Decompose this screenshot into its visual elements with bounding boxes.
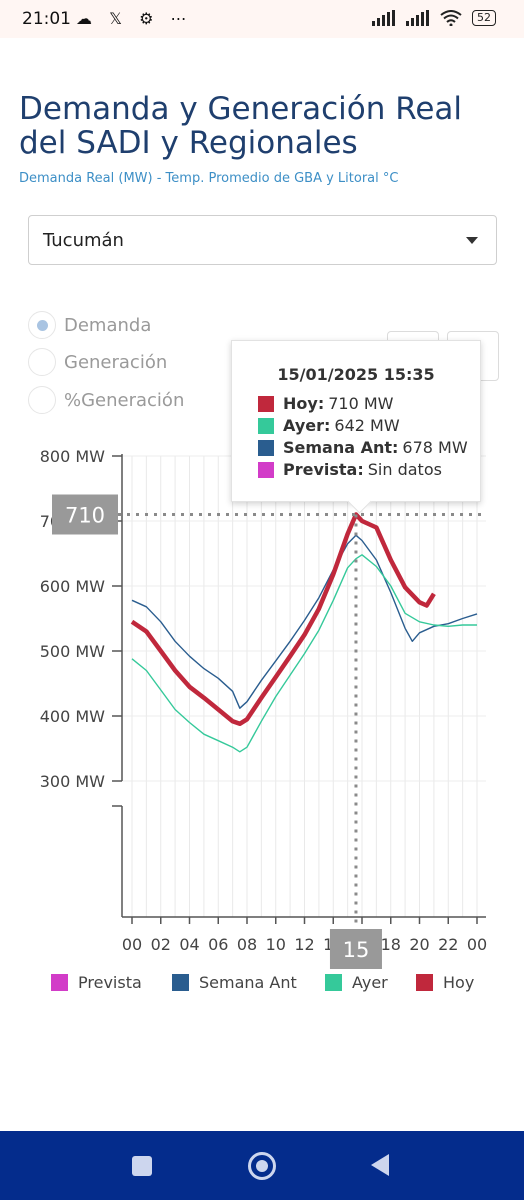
tooltip-swatch-semana-ant (258, 439, 274, 456)
legend-swatch-prevista (51, 974, 68, 991)
x-tick-label: 22 (438, 935, 458, 954)
y-tick-label: 400 MW (40, 707, 105, 726)
region-select[interactable]: Tucumán (28, 215, 497, 265)
legend-item-semana-ant[interactable]: Semana Ant (172, 973, 297, 992)
signal-icon-2 (406, 10, 429, 26)
radio-label-demanda: Demanda (64, 314, 152, 336)
radio-circle-generacion[interactable] (28, 348, 56, 376)
tooltip-swatch-hoy (258, 395, 274, 412)
series-line-semana-ant (131, 534, 478, 709)
tooltip-value-semana-ant: 678 MW (402, 438, 468, 457)
crosshair-x-label-box (329, 929, 382, 969)
legend-label-semana-ant: Semana Ant (199, 973, 297, 992)
tooltip-swatch-prevista (258, 461, 274, 478)
tooltip-swatch-ayer (258, 417, 274, 434)
radio-demanda[interactable]: Demanda (28, 311, 151, 339)
tooltip-value-ayer: 642 MW (334, 416, 400, 435)
tooltip-title: 15/01/2025 15:35 (277, 365, 435, 384)
y-tick-label: 300 MW (40, 772, 105, 791)
back-icon[interactable] (371, 1154, 389, 1176)
battery-icon: 52 (472, 10, 496, 26)
x-tick-label: 18 (381, 935, 401, 954)
tooltip-row-prevista: Prevista: Sin datos (258, 460, 442, 479)
recents-icon[interactable] (132, 1156, 152, 1176)
tooltip-label-ayer: Ayer: (283, 416, 331, 435)
x-tick-label: 06 (208, 935, 228, 954)
x-tick-label: 08 (237, 935, 257, 954)
tooltip-value-hoy: 710 MW (328, 394, 394, 413)
notification-icons: ☁ 𝕏 ⚙ ⋯ (76, 9, 193, 28)
legend-swatch-semana-ant (172, 974, 189, 991)
x-tick-label: 00 (122, 935, 142, 954)
x-tick-label: 04 (179, 935, 199, 954)
page-title: Demanda y Generación Real del SADI y Reg… (19, 91, 463, 161)
chart-tooltip: 15/01/2025 15:35 Hoy: 710 MW Ayer: 642 M… (231, 340, 481, 502)
page-subtitle: Demanda Real (MW) - Temp. Promedio de GB… (19, 171, 399, 186)
tooltip-label-semana-ant: Semana Ant: (283, 438, 399, 457)
tooltip-label-hoy: Hoy: (283, 394, 325, 413)
legend-label-prevista: Prevista (78, 973, 142, 992)
y-tick-label: 500 MW (40, 642, 105, 661)
radio-porcentaje-generacion[interactable]: %Generación (28, 386, 184, 414)
x-tick-label: 12 (294, 935, 314, 954)
y-tick-label: 600 MW (40, 577, 105, 596)
signal-icon (372, 10, 395, 26)
x-tick-label: 20 (409, 935, 429, 954)
wifi-icon (440, 10, 462, 26)
region-select-value: Tucumán (43, 230, 124, 251)
system-nav-bar (0, 1131, 524, 1200)
tooltip-value-prevista: Sin datos (367, 460, 442, 479)
legend-swatch-hoy (416, 974, 433, 991)
tooltip-label-prevista: Prevista: (283, 460, 364, 479)
x-tick-label: 10 (266, 935, 286, 954)
radio-label-generacion: Generación (64, 351, 168, 373)
status-bar: 21:01 ☁ 𝕏 ⚙ ⋯ 52 (0, 0, 524, 38)
series-line-hoy (130, 512, 436, 727)
legend-label-hoy: Hoy (443, 973, 475, 992)
x-tick-label: 02 (151, 935, 171, 954)
tooltip-row-ayer: Ayer: 642 MW (258, 416, 400, 435)
x-tick-label: 00 (467, 935, 487, 954)
home-icon[interactable] (248, 1152, 276, 1180)
series-line-ayer (131, 554, 477, 753)
legend-item-prevista[interactable]: Prevista (51, 973, 142, 992)
chevron-down-icon (466, 237, 478, 244)
y-tick-label: 800 MW (40, 447, 105, 466)
tooltip-row-hoy: Hoy: 710 MW (258, 394, 393, 413)
radio-circle-porcentaje-generacion[interactable] (28, 386, 56, 414)
legend-label-ayer: Ayer (352, 973, 388, 992)
crosshair-y-label-box (52, 494, 118, 535)
status-right: 52 (372, 10, 496, 26)
radio-label-porcentaje-generacion: %Generación (64, 389, 185, 411)
crosshair-x-label: 15 (343, 938, 370, 962)
radio-circle-demanda[interactable] (28, 311, 56, 339)
chart-legend: Prevista Semana Ant Ayer Hoy (0, 973, 524, 997)
legend-item-ayer[interactable]: Ayer (325, 973, 388, 992)
radio-generacion[interactable]: Generación (28, 348, 167, 376)
legend-item-hoy[interactable]: Hoy (416, 973, 474, 992)
crosshair-y-label: 710 (65, 504, 105, 528)
legend-swatch-ayer (325, 974, 342, 991)
status-time: 21:01 (22, 9, 71, 29)
tooltip-row-semana-ant: Semana Ant: 678 MW (258, 438, 468, 457)
